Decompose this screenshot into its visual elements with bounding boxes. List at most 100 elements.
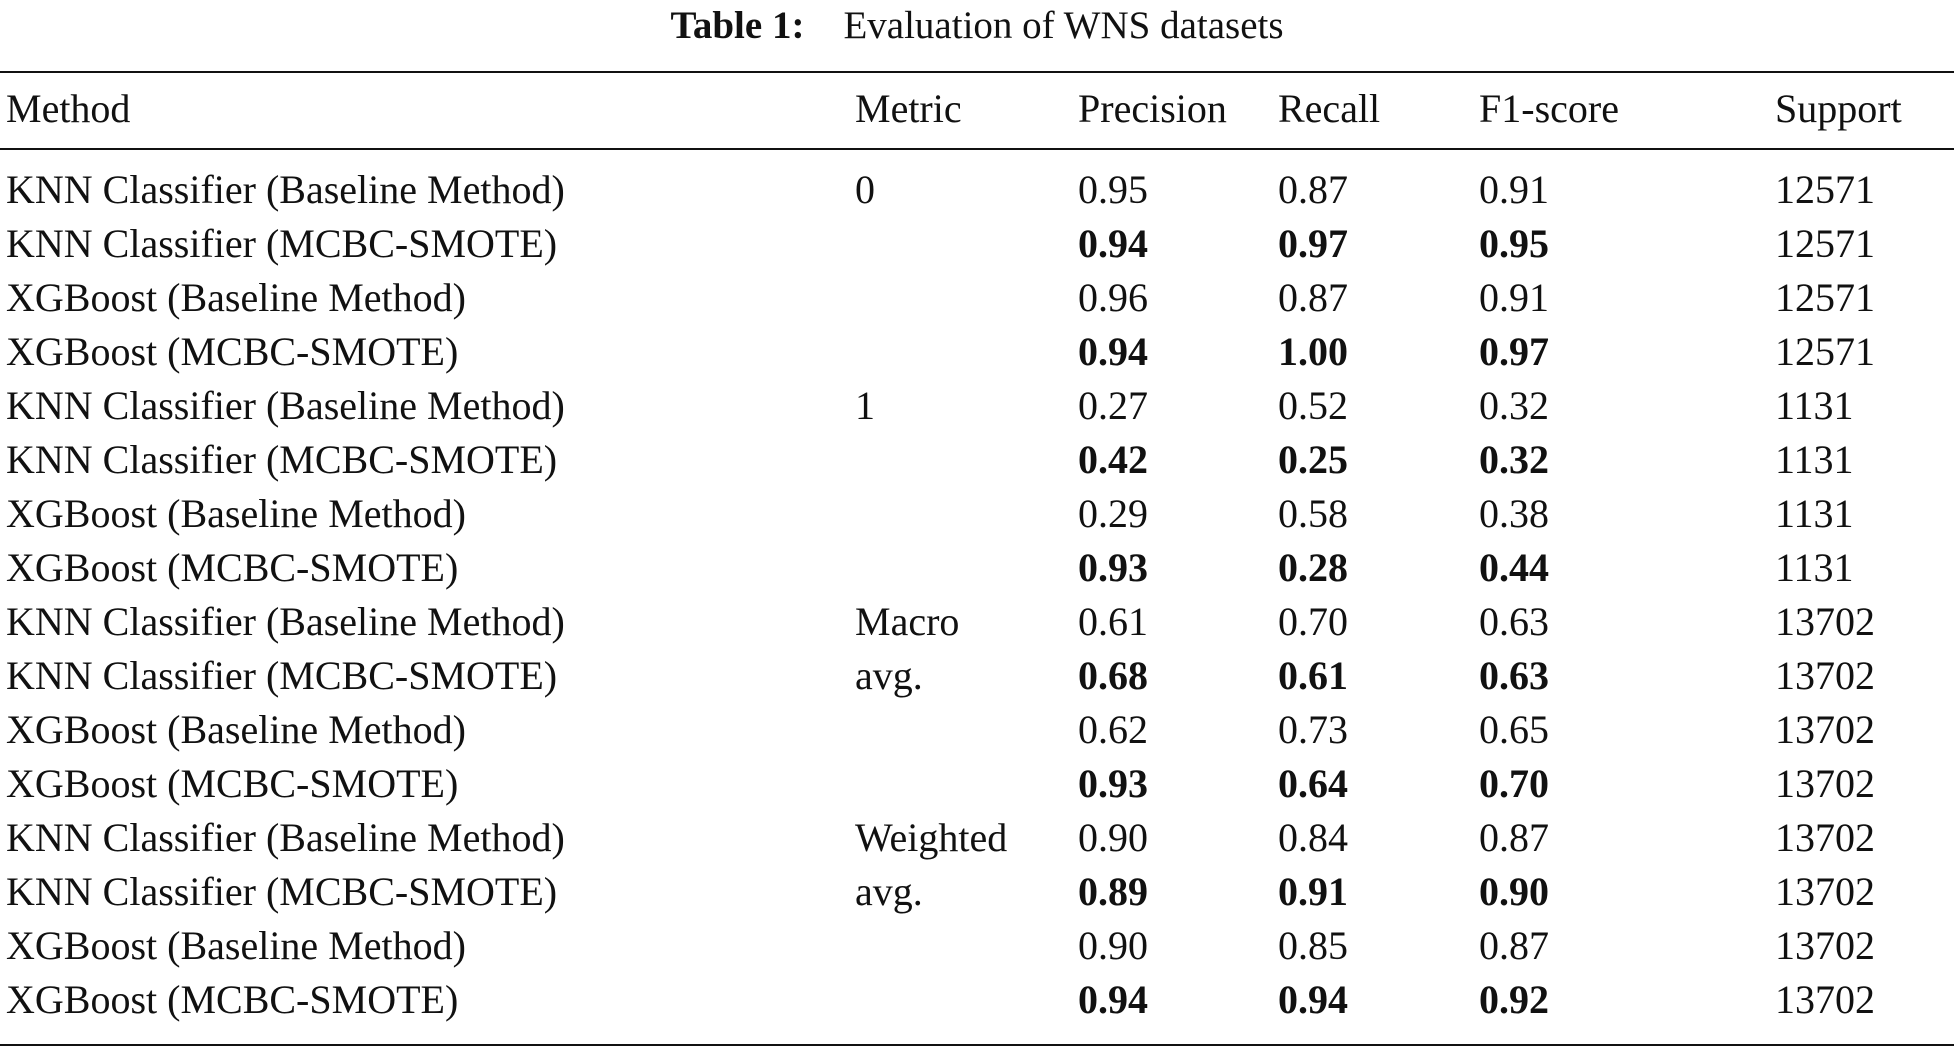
cell-metric: Weighted bbox=[855, 815, 1008, 860]
cell-f1-score: 0.32 bbox=[1479, 383, 1549, 428]
table-bottom-rule bbox=[0, 1044, 1954, 1046]
cell-precision: 0.94 bbox=[1078, 221, 1148, 266]
cell-recall: 0.97 bbox=[1278, 221, 1348, 266]
cell-precision: 0.96 bbox=[1078, 275, 1148, 320]
cell-recall: 0.58 bbox=[1278, 491, 1348, 536]
table-header-rule bbox=[0, 148, 1954, 150]
table-row: KNN Classifier (Baseline Method) Weighted… bbox=[0, 811, 1954, 865]
cell-precision: 0.90 bbox=[1078, 815, 1148, 860]
cell-support: 1131 bbox=[1775, 383, 1854, 428]
table-row: XGBoost (MCBC-SMOTE) 0.93 0.64 0.70 13702 bbox=[0, 757, 1954, 811]
header-support: Support bbox=[1775, 86, 1902, 131]
cell-metric: 1 bbox=[855, 383, 875, 428]
cell-precision: 0.94 bbox=[1078, 329, 1148, 374]
cell-recall: 0.64 bbox=[1278, 761, 1348, 806]
cell-recall: 0.87 bbox=[1278, 167, 1348, 212]
cell-f1-score: 0.92 bbox=[1479, 977, 1549, 1022]
table-caption-label: Table 1: bbox=[670, 4, 805, 47]
cell-method: KNN Classifier (MCBC-SMOTE) bbox=[6, 653, 558, 698]
cell-f1-score: 0.95 bbox=[1479, 221, 1549, 266]
cell-support: 1131 bbox=[1775, 491, 1854, 536]
cell-precision: 0.95 bbox=[1078, 167, 1148, 212]
table-row: XGBoost (MCBC-SMOTE) 0.94 0.94 0.92 13702 bbox=[0, 973, 1954, 1027]
cell-recall: 0.70 bbox=[1278, 599, 1348, 644]
cell-recall: 0.28 bbox=[1278, 545, 1348, 590]
cell-method: KNN Classifier (MCBC-SMOTE) bbox=[6, 437, 558, 482]
cell-f1-score: 0.90 bbox=[1479, 869, 1549, 914]
header-method: Method bbox=[6, 86, 131, 131]
cell-method: XGBoost (MCBC-SMOTE) bbox=[6, 977, 459, 1022]
cell-method: XGBoost (MCBC-SMOTE) bbox=[6, 545, 459, 590]
cell-precision: 0.90 bbox=[1078, 923, 1148, 968]
cell-recall: 0.94 bbox=[1278, 977, 1348, 1022]
cell-f1-score: 0.63 bbox=[1479, 653, 1549, 698]
cell-f1-score: 0.91 bbox=[1479, 275, 1549, 320]
table-caption-text: Evaluation of WNS datasets bbox=[843, 4, 1284, 47]
cell-method: KNN Classifier (Baseline Method) bbox=[6, 167, 565, 212]
cell-f1-score: 0.65 bbox=[1479, 707, 1549, 752]
table-row: KNN Classifier (MCBC-SMOTE) 0.94 0.97 0.95 1… bbox=[0, 217, 1954, 271]
cell-recall: 0.25 bbox=[1278, 437, 1348, 482]
table-row: KNN Classifier (MCBC-SMOTE) avg. 0.68 0.61 0… bbox=[0, 649, 1954, 703]
cell-precision: 0.93 bbox=[1078, 761, 1148, 806]
cell-method: XGBoost (Baseline Method) bbox=[6, 923, 466, 968]
cell-precision: 0.94 bbox=[1078, 977, 1148, 1022]
table-body: KNN Classifier (Baseline Method) 0 0.95 0.8… bbox=[0, 163, 1954, 1027]
cell-recall: 0.91 bbox=[1278, 869, 1348, 914]
cell-metric: avg. bbox=[855, 869, 923, 914]
header-precision: Precision bbox=[1078, 86, 1227, 131]
cell-precision: 0.89 bbox=[1078, 869, 1148, 914]
header-f1-score: F1-score bbox=[1479, 86, 1619, 131]
cell-f1-score: 0.70 bbox=[1479, 761, 1549, 806]
cell-recall: 0.87 bbox=[1278, 275, 1348, 320]
table-row: XGBoost (Baseline Method) 0.29 0.58 0.38 113… bbox=[0, 487, 1954, 541]
cell-method: KNN Classifier (MCBC-SMOTE) bbox=[6, 221, 558, 266]
cell-method: KNN Classifier (Baseline Method) bbox=[6, 383, 565, 428]
cell-method: XGBoost (MCBC-SMOTE) bbox=[6, 761, 459, 806]
cell-precision: 0.62 bbox=[1078, 707, 1148, 752]
cell-support: 12571 bbox=[1775, 275, 1875, 320]
cell-support: 12571 bbox=[1775, 329, 1875, 374]
cell-support: 13702 bbox=[1775, 977, 1875, 1022]
cell-method: XGBoost (Baseline Method) bbox=[6, 491, 466, 536]
cell-f1-score: 0.44 bbox=[1479, 545, 1549, 590]
cell-support: 13702 bbox=[1775, 815, 1875, 860]
table-row: KNN Classifier (MCBC-SMOTE) 0.42 0.25 0.32 1… bbox=[0, 433, 1954, 487]
cell-support: 13702 bbox=[1775, 761, 1875, 806]
cell-support: 13702 bbox=[1775, 599, 1875, 644]
cell-precision: 0.61 bbox=[1078, 599, 1148, 644]
cell-precision: 0.27 bbox=[1078, 383, 1148, 428]
cell-support: 13702 bbox=[1775, 869, 1875, 914]
table-row: KNN Classifier (MCBC-SMOTE) avg. 0.89 0.91 0… bbox=[0, 865, 1954, 919]
cell-recall: 1.00 bbox=[1278, 329, 1348, 374]
cell-f1-score: 0.91 bbox=[1479, 167, 1549, 212]
cell-f1-score: 0.32 bbox=[1479, 437, 1549, 482]
table-row: XGBoost (Baseline Method) 0.96 0.87 0.91 125… bbox=[0, 271, 1954, 325]
cell-f1-score: 0.38 bbox=[1479, 491, 1549, 536]
cell-support: 13702 bbox=[1775, 923, 1875, 968]
cell-metric: 0 bbox=[855, 167, 875, 212]
cell-recall: 0.61 bbox=[1278, 653, 1348, 698]
cell-recall: 0.52 bbox=[1278, 383, 1348, 428]
cell-method: KNN Classifier (Baseline Method) bbox=[6, 815, 565, 860]
cell-precision: 0.29 bbox=[1078, 491, 1148, 536]
table-row: XGBoost (Baseline Method) 0.90 0.85 0.87 137… bbox=[0, 919, 1954, 973]
cell-f1-score: 0.87 bbox=[1479, 923, 1549, 968]
cell-metric: Macro bbox=[855, 599, 960, 644]
cell-recall: 0.73 bbox=[1278, 707, 1348, 752]
table-top-rule bbox=[0, 71, 1954, 73]
cell-method: XGBoost (Baseline Method) bbox=[6, 707, 466, 752]
cell-method: XGBoost (Baseline Method) bbox=[6, 275, 466, 320]
table-row: KNN Classifier (Baseline Method) 1 0.27 0.5… bbox=[0, 379, 1954, 433]
table-row: KNN Classifier (Baseline Method) 0 0.95 0.8… bbox=[0, 163, 1954, 217]
cell-support: 1131 bbox=[1775, 437, 1854, 482]
cell-support: 12571 bbox=[1775, 167, 1875, 212]
cell-support: 13702 bbox=[1775, 653, 1875, 698]
table-caption: Table 1: Evaluation of WNS datasets bbox=[0, 0, 1954, 52]
table-header-row: Method Metric Precision Recall F1-score … bbox=[0, 78, 1954, 140]
cell-method: KNN Classifier (MCBC-SMOTE) bbox=[6, 869, 558, 914]
header-recall: Recall bbox=[1278, 86, 1381, 131]
cell-recall: 0.85 bbox=[1278, 923, 1348, 968]
table-row: KNN Classifier (Baseline Method) Macro 0.6… bbox=[0, 595, 1954, 649]
cell-recall: 0.84 bbox=[1278, 815, 1348, 860]
